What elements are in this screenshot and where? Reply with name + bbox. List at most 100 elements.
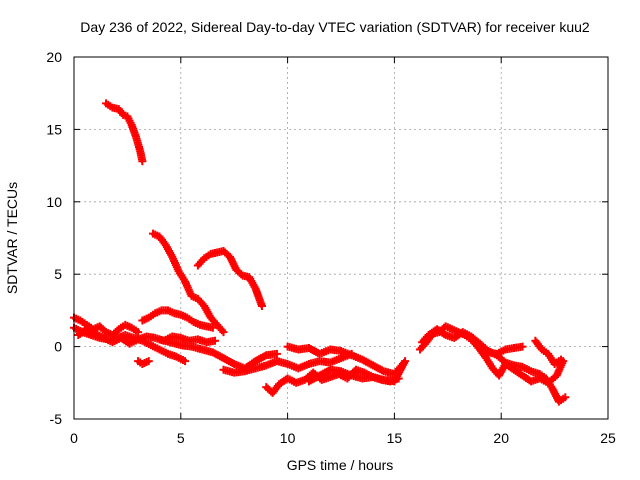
y-tick-label: -5 (50, 411, 63, 427)
data-point (219, 354, 228, 363)
data-point (219, 365, 228, 374)
data-point (283, 374, 292, 383)
data-point (127, 121, 136, 130)
data-point (251, 357, 260, 366)
data-point (131, 132, 140, 141)
y-tick-label: 15 (46, 121, 62, 137)
data-point (488, 364, 497, 373)
y-tick-label: 0 (54, 339, 62, 355)
data-point (108, 103, 117, 112)
data-point (510, 365, 519, 374)
y-tick-label: 5 (54, 266, 62, 282)
data-point (119, 110, 128, 119)
data-point (163, 349, 172, 358)
data-point (202, 322, 211, 331)
data-point (358, 374, 367, 383)
data-point (230, 359, 239, 368)
data-point (450, 333, 459, 342)
data-point (275, 380, 284, 389)
data-point (251, 284, 260, 293)
data-point (136, 147, 145, 156)
chart-title: Day 236 of 2022, Sidereal Day-to-day VTE… (80, 19, 590, 35)
data-point (315, 349, 324, 358)
data-point (208, 323, 217, 332)
data-point (219, 328, 228, 337)
data-point (495, 371, 504, 380)
data-point (198, 345, 207, 354)
x-tick-label: 15 (387, 430, 403, 446)
data-point (208, 348, 217, 357)
data-point (187, 342, 196, 351)
data-point (294, 345, 303, 354)
data-point (189, 317, 198, 326)
data-point (518, 371, 527, 380)
data-point (475, 339, 484, 348)
data-point (172, 352, 181, 361)
data-point (460, 331, 469, 340)
data-point (138, 316, 147, 325)
x-tick-label: 10 (280, 430, 296, 446)
data-point (155, 335, 164, 344)
data-point (166, 338, 175, 347)
data-point (127, 323, 136, 332)
data-point (347, 371, 356, 380)
y-tick-label: 20 (46, 49, 62, 65)
data-point (102, 328, 111, 337)
data-point (326, 358, 335, 367)
data-point (501, 359, 510, 368)
data-point (74, 331, 83, 340)
data-point (225, 252, 234, 261)
data-point (433, 325, 442, 334)
data-point (102, 99, 111, 108)
data-point (200, 302, 209, 311)
data-point (315, 371, 324, 380)
data-point (501, 345, 510, 354)
data-point (482, 354, 491, 363)
data-point (219, 247, 228, 256)
data-point (144, 313, 153, 322)
data-point (326, 365, 335, 374)
data-point (484, 348, 493, 357)
axis-ticks (73, 56, 609, 420)
data-point (138, 157, 147, 166)
data-point (351, 365, 360, 374)
data-point (210, 336, 219, 345)
data-point (492, 349, 501, 358)
data-point (155, 345, 164, 354)
data-point (304, 344, 313, 353)
data-point (181, 357, 190, 366)
data-point (292, 378, 301, 387)
data-point (238, 271, 247, 280)
data-point (251, 364, 260, 373)
data-point (283, 359, 292, 368)
data-point (170, 309, 179, 318)
data-point (304, 377, 313, 386)
data-point (76, 316, 85, 325)
data-point (181, 277, 190, 286)
data-point (518, 362, 527, 371)
series-arc-16 (463, 332, 567, 386)
data-point (337, 367, 345, 376)
data-point (257, 302, 266, 311)
data-point (544, 349, 553, 358)
data-point (418, 338, 427, 347)
data-point (304, 359, 313, 368)
data-point (176, 341, 185, 350)
data-point (535, 370, 544, 379)
data-point (347, 351, 356, 360)
data-point (206, 313, 215, 322)
x-tick-label: 5 (177, 430, 185, 446)
data-point (213, 320, 222, 329)
data-point (95, 322, 104, 331)
data-point (138, 359, 147, 368)
data-point (441, 331, 450, 340)
data-point (542, 374, 551, 383)
data-point (151, 333, 160, 342)
data-point (187, 291, 196, 300)
data-point (369, 361, 378, 370)
x-tick-label: 25 (600, 430, 616, 446)
tick-labels: 0 5 10 15 20 25 -5 0 5 10 15 20 (46, 49, 616, 446)
data-point (548, 384, 557, 393)
data-point (213, 248, 222, 257)
